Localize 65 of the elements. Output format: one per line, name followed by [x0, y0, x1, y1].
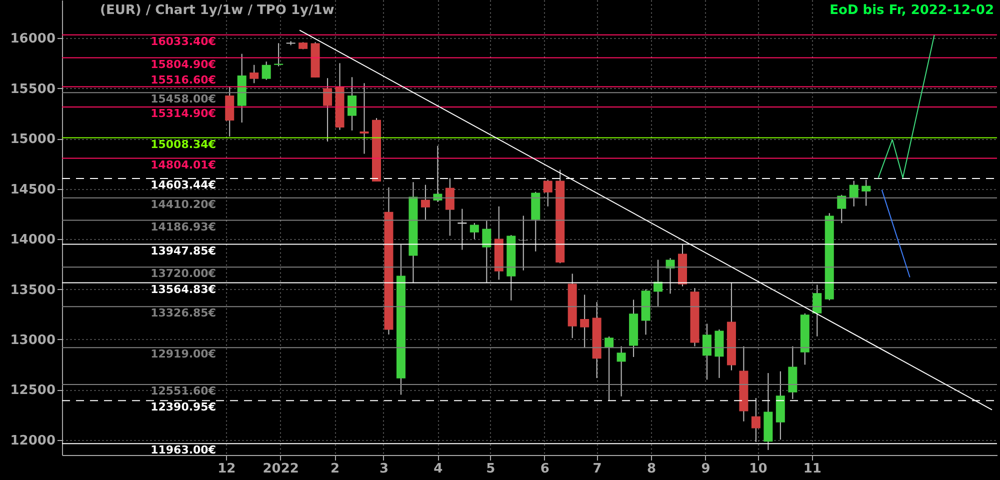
x-tick-label: 6	[540, 462, 550, 476]
x-tick-label: 7	[592, 462, 602, 476]
candlestick	[323, 78, 332, 142]
candlestick	[274, 42, 284, 67]
candlestick	[702, 323, 712, 380]
candlestick	[445, 178, 454, 236]
ref-line-label: 13720.00€	[150, 267, 216, 280]
y-tick-label: 13500	[10, 282, 56, 298]
candlestick	[348, 76, 357, 131]
y-tick-label: 15000	[10, 132, 56, 148]
candlestick	[862, 179, 871, 206]
candlestick	[458, 208, 467, 250]
ref-line-label: 15314.90€	[150, 106, 216, 120]
ref-line-label: 11963.00€	[150, 444, 216, 457]
ref-line-label: 16033.40€	[150, 34, 216, 48]
ref-line-label: 15458.00€	[150, 92, 216, 106]
x-tick-label: 8	[647, 462, 656, 476]
y-tick-label: 14000	[10, 232, 56, 248]
candlestick	[470, 222, 479, 240]
ref-line-label: 14603.44€	[150, 178, 216, 192]
ref-line-label: 15516.60€	[150, 74, 216, 87]
y-tick-label: 14500	[10, 182, 56, 198]
ref-line-label: 12551.60€	[150, 384, 216, 398]
chart-title: (EUR) / Chart 1y/1w / TPO 1y/1w	[100, 3, 334, 18]
candlestick	[518, 215, 528, 271]
annotation: EoD bis Fr, 2022-12-02	[830, 3, 994, 18]
candlestick	[420, 184, 430, 220]
ref-line-label: 15008.34€	[150, 138, 216, 151]
ref-line-label: 13326.85€	[150, 306, 216, 320]
ref-line-label: 15804.90€	[150, 58, 216, 71]
x-tick-label: 2	[330, 462, 340, 476]
ref-line-label: 13947.85€	[150, 244, 216, 258]
candlestick	[849, 180, 858, 207]
candlestick	[616, 346, 626, 397]
y-tick-label: 16000	[10, 32, 56, 47]
x-tick-label: 3	[379, 462, 389, 476]
x-tick-label: 9	[701, 462, 710, 476]
ref-line-label: 12390.95€	[150, 400, 216, 414]
candlestick	[751, 398, 760, 442]
ref-line-label: 14410.20€	[150, 198, 216, 211]
y-tick-label: 12000	[10, 433, 56, 448]
candlestick	[604, 336, 614, 401]
ref-line-label: 14804.01€	[150, 158, 216, 172]
candlestick	[543, 179, 552, 207]
x-tick-label: 10	[749, 462, 768, 476]
ref-line-label: 13564.83€	[150, 282, 216, 296]
x-tick-label: 12	[218, 462, 236, 476]
ref-line-label: 14186.93€	[150, 220, 216, 234]
candlestick	[482, 220, 492, 283]
x-tick-label: 5	[486, 462, 496, 476]
candlestick	[580, 294, 590, 349]
candlestick	[837, 194, 846, 224]
x-tick-label: 2022	[262, 462, 299, 476]
candlestick	[666, 258, 675, 294]
y-tick-label: 13000	[10, 332, 56, 348]
candlestick	[360, 82, 369, 154]
y-tick-label: 15500	[10, 82, 56, 97]
candlestick	[654, 259, 663, 307]
candlestick	[250, 64, 259, 84]
x-tick-label: 4	[434, 462, 443, 476]
y-tick-label: 12500	[10, 383, 56, 398]
x-tick-label: 11	[803, 462, 822, 476]
candlestick	[262, 61, 271, 80]
candlestick	[812, 284, 822, 337]
ref-line-label: 12919.00€	[150, 348, 216, 361]
